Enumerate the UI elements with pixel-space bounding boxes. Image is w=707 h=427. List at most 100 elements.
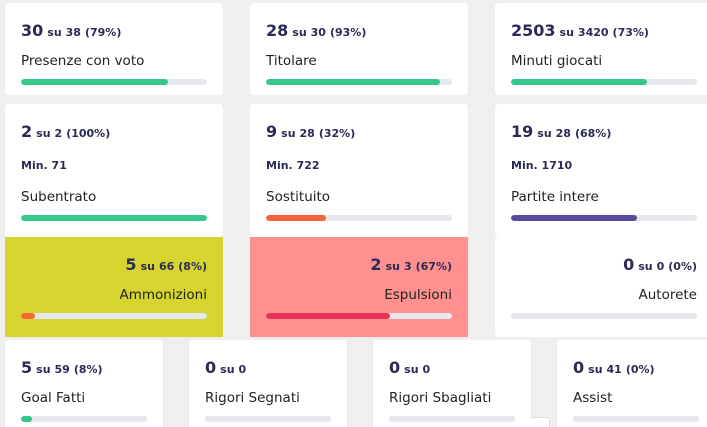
stat-value: 2 [370,255,382,274]
stat-count: 28 su 30 (93%) [266,21,452,40]
stat-percent: (100%) [66,127,111,140]
stat-percent: (8%) [178,260,207,273]
stat-of: su [47,26,62,39]
stat-label: Autorete [638,287,697,303]
stat-card: 0 su 41 (0%) Assist [557,340,707,427]
progress-track [21,215,207,221]
progress-track [21,79,207,85]
stat-of: su [281,127,296,140]
progress-track [266,79,452,85]
stat-card: 30 su 38 (79%) Presenze con voto [5,3,223,95]
stat-label: Goal Fatti [21,390,86,406]
progress-fill [511,79,648,85]
stat-value: 0 [205,358,217,377]
stat-total: 41 [606,363,622,376]
stat-of: su [404,363,419,376]
stat-count: 30 su 38 (79%) [21,21,207,40]
stat-card: 5 su 66 (8%) Ammonizioni [5,237,223,337]
progress-track [205,416,331,422]
progress-track [21,313,207,319]
stat-total: 0 [422,363,431,376]
stat-total: 59 [54,363,70,376]
stat-label: Presenze con voto [21,53,145,69]
stat-value: 0 [573,358,585,377]
stat-label: Rigori Sbagliati [389,390,492,406]
stat-percent: (8%) [73,363,103,376]
stat-count: 2 su 3 (67%) [266,255,452,274]
progress-track [266,215,452,221]
stat-value: 5 [21,358,33,377]
stat-count: 0 su 0 (0%) [511,255,697,274]
stat-label: Partite intere [511,189,599,205]
stat-count: 0 su 41 (0%) [573,358,699,377]
stat-minutes: Min. 71 [21,159,67,172]
stat-label: Minuti giocati [511,53,603,69]
stat-value: 5 [125,255,137,274]
stat-label: Titolare [266,53,317,69]
stat-percent: (67%) [415,260,452,273]
stat-percent: (79%) [84,26,122,39]
stat-of: su [140,260,155,273]
progress-fill [266,79,440,85]
progress-fill [21,416,32,422]
stat-of: su [292,26,307,39]
stat-card: 2 su 3 (67%) Espulsioni [250,237,468,337]
stat-card: 5 su 59 (8%) Goal Fatti [5,340,163,427]
progress-track [266,313,452,319]
stat-value: 0 [389,358,401,377]
stat-card: 0 su 0 (0%) Autorete [495,237,707,337]
stat-total: 30 [310,26,326,39]
stat-count: 9 su 28 (32%) [266,122,452,141]
stat-count: 2 su 2 (100%) [21,122,207,141]
stat-value: 30 [21,21,44,40]
stat-value: 2 [21,122,33,141]
stat-value: 9 [266,122,278,141]
progress-track [511,313,697,319]
stat-of: su [36,127,51,140]
stat-of: su [537,127,552,140]
progress-fill [21,79,168,85]
stat-of: su [559,26,574,39]
stat-total: 0 [238,363,247,376]
progress-track [511,79,697,85]
progress-fill [21,215,207,221]
stat-minutes: Min. 1710 [511,159,573,172]
stat-card: 0 su 0 Rigori Sbagliati [373,340,531,427]
stat-label: Sostituito [266,189,331,205]
stat-count: 2503 su 3420 (73%) [511,21,697,40]
stat-card: 28 su 30 (93%) Titolare [250,3,468,95]
stat-total: 66 [158,260,175,273]
stat-card: 9 su 28 (32%) Min. 722 Sostituito [250,104,468,237]
stat-value: 19 [511,122,534,141]
stat-card: 0 su 0 Rigori Segnati [189,340,347,427]
stat-of: su [36,363,51,376]
stat-value: 2503 [511,21,556,40]
stat-count: 19 su 28 (68%) [511,122,697,141]
stat-label: Espulsioni [384,287,452,303]
stat-of: su [588,363,603,376]
stat-count: 5 su 66 (8%) [21,255,207,274]
stat-label: Ammonizioni [119,287,207,303]
stat-total: 28 [555,127,571,140]
stat-label: Subentrato [21,189,97,205]
progress-fill [21,313,36,319]
stat-total: 3420 [577,26,609,39]
stat-total: 3 [403,260,412,273]
progress-track [21,416,147,422]
stat-label: Assist [573,390,613,406]
stat-value: 28 [266,21,289,40]
progress-fill [511,215,638,221]
stat-count: 0 su 0 [205,358,331,377]
stat-total: 2 [54,127,63,140]
stat-percent: (73%) [612,26,649,39]
stat-percent: (0%) [625,363,655,376]
stat-total: 38 [65,26,81,39]
stat-percent: (32%) [318,127,356,140]
stat-value: 0 [623,255,635,274]
stat-of: su [638,260,653,273]
stat-total: 0 [656,260,665,273]
stat-total: 28 [299,127,315,140]
stat-of: su [220,363,235,376]
stat-percent: (0%) [668,260,697,273]
